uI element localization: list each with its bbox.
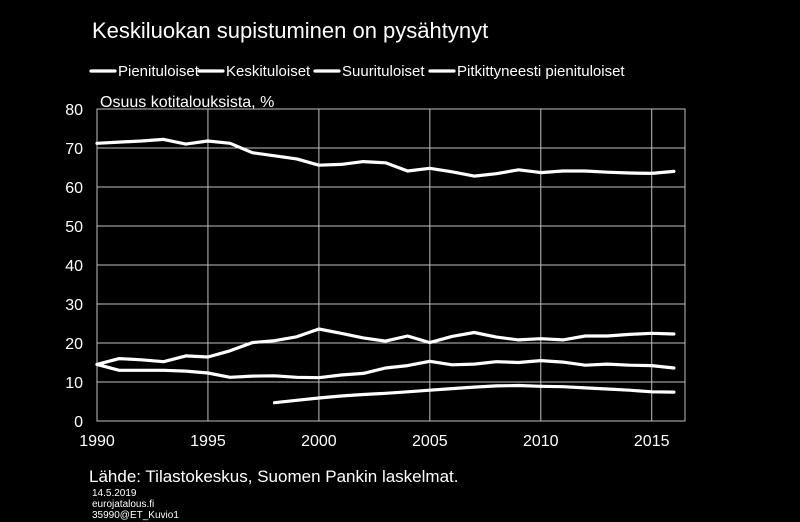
gridlines — [96, 108, 686, 422]
legend: Pienituloiset Keskituloiset Suurituloiset P… — [89, 63, 625, 80]
series-lines — [95, 137, 676, 405]
series-line-4 — [272, 383, 676, 405]
x-tick-label: 1995 — [190, 433, 226, 450]
x-axis-ticks: 1990 1995 2000 2005 2010 2015 — [79, 433, 669, 450]
y-tick-label: 80 — [65, 102, 83, 119]
y-tick-label: 40 — [65, 258, 83, 275]
y-tick-label: 70 — [65, 141, 83, 158]
footer-date: 14.5.2019 — [92, 488, 137, 499]
y-tick-label: 60 — [65, 180, 83, 197]
y-axis-ticks: 0 10 20 30 40 50 60 70 80 — [65, 102, 83, 431]
legend-label: Keskituloiset — [226, 63, 311, 80]
legend-label: Pienituloiset — [118, 63, 200, 80]
plot-area: 0 10 20 30 40 50 60 70 80 1990 1995 2000 2005 2010 20… — [65, 102, 686, 450]
y-tick-label: 10 — [65, 375, 83, 392]
footer-site: eurojatalous.fi — [92, 499, 154, 510]
y-tick-label: 0 — [74, 414, 83, 431]
x-tick-label: 2010 — [523, 433, 559, 450]
x-tick-label: 2000 — [301, 433, 337, 450]
x-tick-label: 2015 — [634, 433, 670, 450]
y-axis-label: Osuus kotitalouksista, % — [100, 94, 274, 111]
y-tick-label: 50 — [65, 219, 83, 236]
series-line-1 — [95, 327, 676, 366]
chart-title: Keskiluokan supistuminen on pysähtynyt — [92, 18, 488, 43]
footer-code: 35990@ET_Kuvio1 — [92, 510, 179, 521]
legend-label: Suurituloiset — [342, 63, 425, 80]
x-tick-label: 1990 — [79, 433, 115, 450]
legend-label: Pitkittyneesti pienituloiset — [457, 63, 625, 80]
series-line-2 — [95, 137, 676, 178]
y-tick-label: 20 — [65, 336, 83, 353]
y-tick-label: 30 — [65, 297, 83, 314]
series-line-3 — [95, 359, 676, 380]
source-note: Lähde: Tilastokeskus, Suomen Pankin lask… — [89, 467, 458, 486]
x-tick-label: 2005 — [412, 433, 448, 450]
